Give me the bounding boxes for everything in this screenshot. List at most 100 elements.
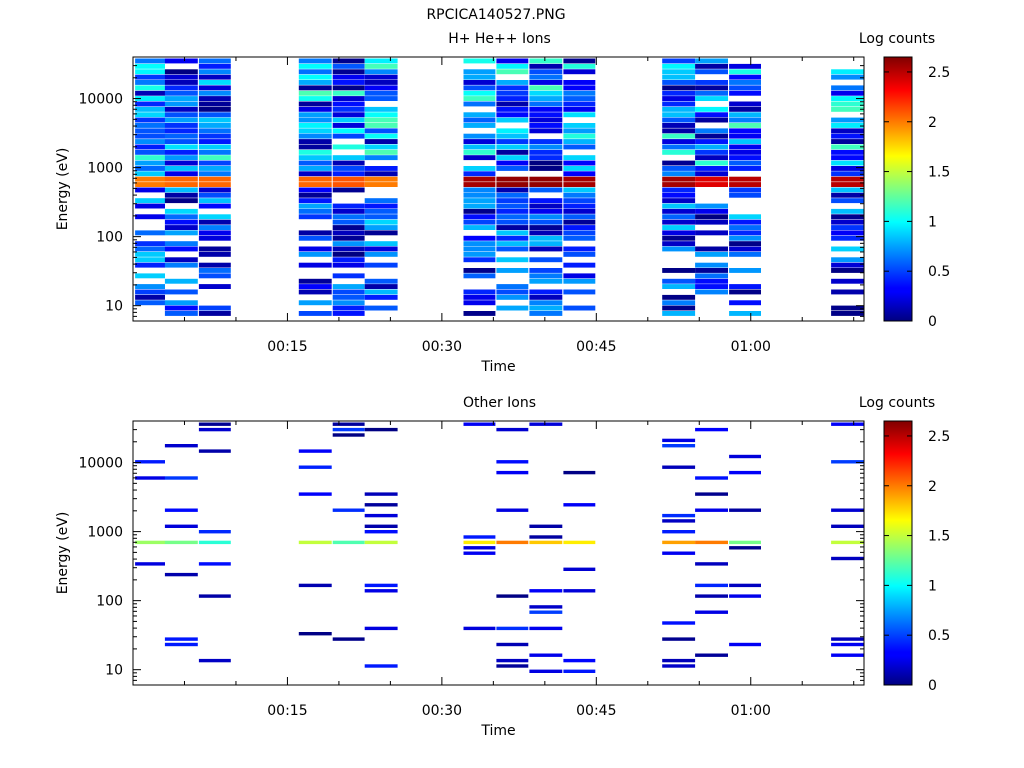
heatmap-cell	[364, 128, 398, 134]
heatmap-cell	[662, 128, 696, 134]
heatmap-cell	[496, 203, 529, 209]
heatmap-cell	[662, 658, 696, 663]
heatmap-cell	[135, 128, 165, 134]
heatmap-cell	[135, 85, 165, 91]
heatmap-cell	[496, 508, 529, 512]
heatmap-cell	[529, 311, 563, 316]
heatmap-cell	[463, 300, 496, 306]
heatmap-cell	[463, 112, 496, 118]
heatmap-cell	[662, 182, 696, 187]
heatmap-cell	[164, 149, 198, 155]
heatmap-cell	[529, 198, 563, 204]
heatmap-cell	[463, 182, 496, 187]
heatmap-cell	[135, 149, 165, 155]
heatmap-cell	[496, 208, 529, 214]
heatmap-cell	[298, 284, 332, 289]
heatmap-cell	[729, 289, 761, 295]
heatmap-cell	[662, 187, 696, 193]
heatmap-cell	[831, 235, 864, 241]
heatmap-cell	[135, 106, 165, 112]
heatmap-cell	[695, 166, 728, 171]
heatmap-cell	[662, 311, 696, 316]
heatmap-cell	[662, 214, 696, 220]
heatmap-cell	[298, 203, 332, 209]
heatmap-cell	[135, 58, 165, 64]
heatmap-cell	[729, 508, 761, 512]
heatmap-cell	[831, 214, 864, 220]
heatmap-cell	[662, 284, 696, 289]
heatmap-cell	[496, 192, 529, 198]
heatmap-cell	[164, 80, 198, 85]
heatmap-cell	[364, 262, 398, 268]
heatmap-cell	[563, 192, 596, 198]
y-tick-label: 10000	[78, 92, 123, 108]
heatmap-cell	[463, 251, 496, 257]
heatmap-cell	[198, 658, 231, 663]
heatmap-cell	[198, 182, 231, 187]
heatmap-cell	[695, 583, 728, 588]
heatmap-cell	[695, 653, 728, 657]
heatmap-cell	[164, 74, 198, 80]
heatmap-cell	[298, 101, 332, 107]
heatmap-cell	[729, 594, 761, 598]
x-tick-label: 00:15	[267, 703, 307, 719]
heatmap-cell	[164, 219, 198, 225]
heatmap-cell	[298, 171, 332, 177]
plot-frame	[132, 420, 865, 686]
panel-title: Other Ions	[463, 395, 536, 411]
heatmap-cell	[529, 305, 563, 311]
x-axis-label: Time	[480, 359, 515, 375]
heatmap-cell	[364, 241, 398, 247]
heatmap-cell	[529, 90, 563, 96]
heatmap-cell	[135, 273, 165, 279]
heatmap-cell	[164, 128, 198, 134]
heatmap-cell	[332, 171, 365, 177]
heatmap-cell	[529, 294, 563, 300]
heatmap-cell	[463, 58, 496, 64]
heatmap-cell	[298, 85, 332, 91]
heatmap-cell	[135, 289, 165, 295]
heatmap-cell	[463, 187, 496, 193]
colorbar-tick-label: 0	[928, 314, 937, 330]
heatmap-cell	[332, 214, 365, 220]
heatmap-cell	[662, 58, 696, 64]
heatmap-cell	[563, 305, 596, 311]
heatmap-cell	[332, 160, 365, 166]
heatmap-cell	[695, 262, 728, 268]
heatmap-cell	[729, 139, 761, 144]
heatmap-cell	[332, 230, 365, 236]
heatmap-cell	[496, 160, 529, 166]
heatmap-cell	[463, 101, 496, 107]
heatmap-cell	[463, 166, 496, 171]
heatmap-cell	[164, 278, 198, 284]
heatmap-cell	[831, 160, 864, 166]
heatmap-cell	[729, 300, 761, 306]
heatmap-cell	[662, 101, 696, 107]
heatmap-cell	[662, 444, 696, 448]
heatmap-cell	[729, 642, 761, 647]
x-tick-label: 01:00	[731, 339, 771, 355]
heatmap-cell	[164, 85, 198, 91]
heatmap-cell	[729, 117, 761, 123]
heatmap-cell	[364, 63, 398, 69]
heatmap-cell	[364, 133, 398, 139]
heatmap-cell	[164, 176, 198, 182]
heatmap-cell	[298, 117, 332, 123]
heatmap-cell	[135, 63, 165, 69]
heatmap-cell	[164, 90, 198, 96]
heatmap-cell	[831, 540, 864, 545]
colorbar-label: Log counts	[859, 31, 935, 47]
heatmap-cell	[198, 230, 231, 236]
heatmap-cell	[332, 112, 365, 118]
heatmap-cell	[662, 225, 696, 230]
heatmap-cell	[496, 658, 529, 663]
heatmap-cell	[496, 241, 529, 247]
heatmap-cell	[831, 208, 864, 214]
heatmap-cell	[298, 187, 332, 193]
heatmap-cell	[332, 203, 365, 209]
heatmap-cell	[198, 305, 231, 311]
heatmap-cell	[298, 123, 332, 128]
heatmap-cell	[729, 182, 761, 187]
heatmap-cell	[563, 289, 596, 295]
heatmap-cell	[298, 449, 332, 453]
